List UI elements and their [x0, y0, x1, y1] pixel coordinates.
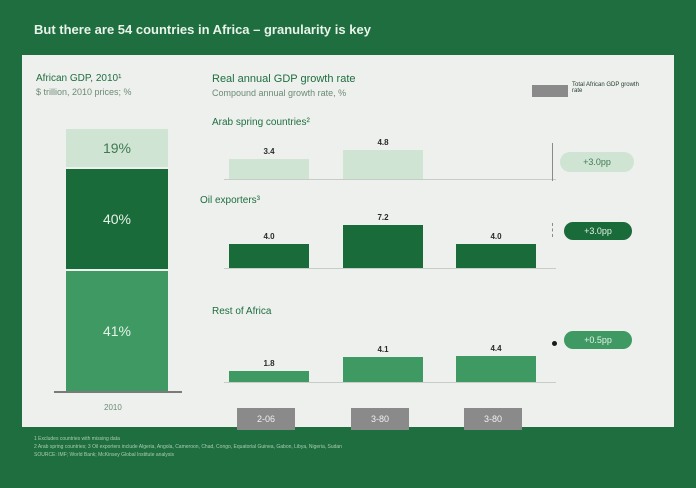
left-chart-title: African GDP, 2010¹ — [36, 73, 122, 84]
pill-arab-spring: +3.0pp — [560, 152, 634, 172]
growth-bar — [229, 371, 309, 382]
growth-bar — [343, 357, 423, 382]
period-box-1: 2-06 — [237, 408, 295, 430]
period-box-2: 3-80 — [351, 408, 409, 430]
marker-dot — [552, 341, 557, 346]
growth-bar — [456, 355, 536, 382]
panel-label-oil-exporters: Oil exporters³ — [200, 195, 261, 206]
baseline-rest-of-africa — [224, 382, 556, 383]
footnote-3: SOURCE: IMF; World Bank; McKinsey Global… — [34, 452, 174, 458]
bar-value-label: 1.8 — [263, 359, 275, 369]
baseline-oil-exporters — [224, 268, 556, 269]
pill-rest-of-africa: +0.5pp — [564, 331, 632, 349]
bar-value-label: 4.0 — [490, 232, 502, 241]
right-chart-subtitle: Compound annual growth rate, % — [212, 88, 347, 98]
growth-bar — [229, 244, 309, 268]
growth-bar — [343, 150, 423, 179]
slide-title: But there are 54 countries in Africa – g… — [34, 22, 371, 37]
right-chart-title: Real annual GDP growth rate — [212, 73, 356, 85]
chart-panel: African GDP, 2010¹ $ trillion, 2010 pric… — [22, 55, 674, 430]
bar-value-label: 3.4 — [263, 146, 275, 156]
segment-middle: 40% — [66, 169, 168, 269]
bar-value-label: 4.1 — [377, 345, 389, 355]
footnote-1: 1 Excludes countries with missing data — [34, 436, 120, 442]
segment-top: 19% — [66, 129, 168, 167]
growth-bar — [456, 244, 536, 268]
growth-bar — [343, 224, 423, 268]
bracket-arab-spring — [552, 143, 553, 181]
panel-label-arab-spring: Arab spring countries² — [212, 117, 310, 128]
baseline-arab-spring — [224, 179, 556, 180]
left-year-label: 2010 — [104, 403, 122, 412]
growth-bar — [229, 158, 309, 179]
panel-label-rest-of-africa: Rest of Africa — [212, 306, 272, 317]
footnote-2: 2 Arab spring countries; 3 Oil exporters… — [34, 444, 342, 450]
bar-value-label: 4.0 — [263, 232, 275, 241]
pill-oil-exporters: +3.0pp — [564, 222, 632, 240]
left-baseline — [54, 391, 182, 393]
bar-value-label: 4.8 — [377, 138, 389, 148]
legend-label: Total African GDP growth rate — [572, 82, 639, 94]
segment-bottom: 41% — [66, 271, 168, 391]
bar-value-label: 7.2 — [377, 212, 389, 222]
period-box-3: 3-80 — [464, 408, 522, 430]
legend-swatch — [532, 85, 568, 97]
bar-value-label: 4.4 — [490, 343, 502, 353]
bracket-oil-exporters — [552, 223, 554, 237]
left-chart-subtitle: $ trillion, 2010 prices; % — [36, 87, 132, 97]
